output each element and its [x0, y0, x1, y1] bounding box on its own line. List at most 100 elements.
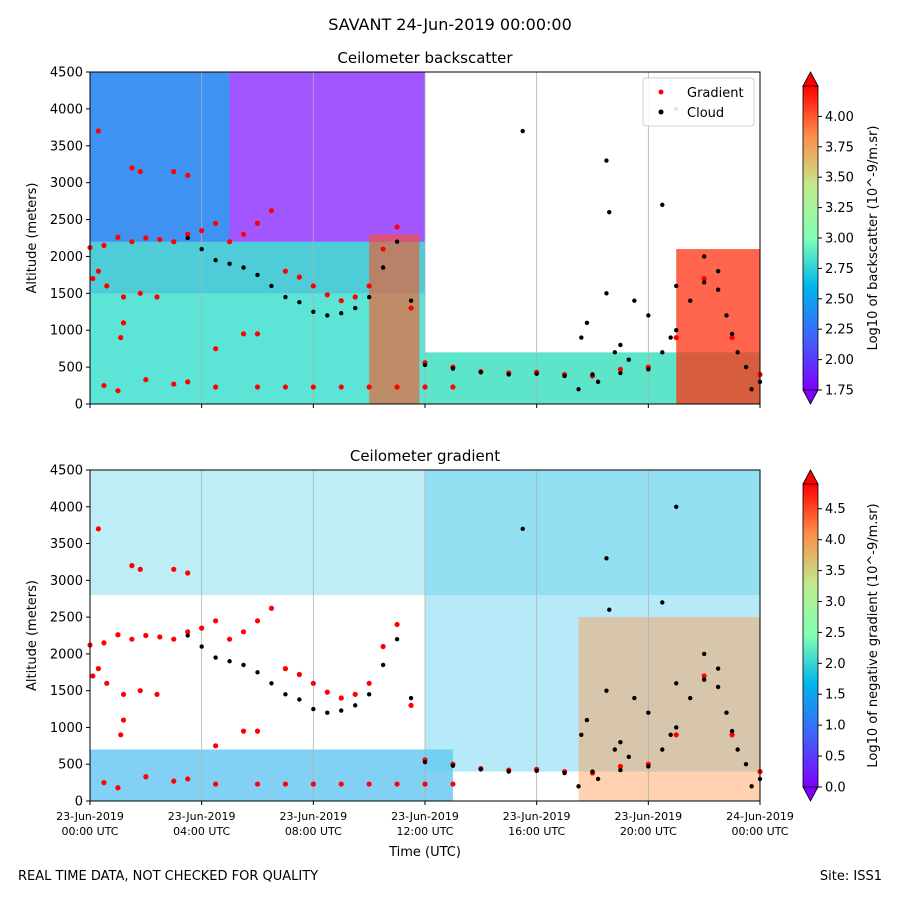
x-tick-label: 23-Jun-2019	[168, 810, 236, 823]
y-tick-label: 2000	[50, 647, 83, 662]
cloud-point	[478, 370, 484, 375]
x-tick-label: 12:00 UTC	[396, 825, 453, 838]
series-cloud	[185, 504, 763, 789]
gradient-point	[95, 526, 101, 532]
gradient-point	[226, 239, 233, 245]
gradient-point	[310, 283, 316, 289]
cloud-point	[394, 636, 400, 642]
colorbar-tick-label: 2.75	[825, 262, 854, 277]
cloud-point	[269, 283, 274, 289]
colorbar-tick-label: 0.5	[825, 750, 846, 765]
gradient-point	[394, 621, 400, 628]
panel-2: 0 500 1000 1500 2000 2500 3000 3500 4000 4500 Alti…	[25, 464, 881, 861]
cloud-point	[380, 265, 386, 270]
cloud-point	[380, 662, 386, 668]
cloud-point	[724, 710, 729, 715]
backscatter-red-band	[369, 234, 420, 404]
backscatter-late-red	[676, 249, 760, 404]
gradient-point	[95, 268, 101, 274]
cloud-point	[646, 764, 651, 769]
cloud-point	[729, 331, 735, 337]
gradient-point	[617, 763, 624, 770]
gradient-point	[366, 384, 372, 390]
gradient-point	[171, 566, 177, 572]
cloud-point	[604, 688, 609, 693]
cloud-point	[701, 254, 707, 259]
cloud-point	[632, 298, 637, 303]
y-tick-label: 2000	[50, 250, 83, 265]
y-tick-label: 2500	[50, 611, 83, 626]
colorbar-tick-label: 0.0	[825, 781, 846, 796]
gradient-point	[338, 298, 344, 304]
colorbar-tick-label: 4.00	[825, 110, 854, 125]
cloud-point	[408, 298, 414, 303]
gradient-point	[338, 695, 344, 701]
x-tick-label: 23-Jun-2019	[391, 810, 459, 823]
y-tick-label: 2500	[50, 213, 83, 228]
gradient-point	[185, 570, 191, 576]
cloud-point	[325, 710, 330, 715]
gradient-point	[296, 671, 302, 678]
cloud-point	[579, 732, 584, 737]
cloud-point	[185, 235, 190, 241]
cloud-point	[749, 784, 754, 789]
x-tick-label: 08:00 UTC	[285, 825, 342, 838]
cloud-point	[269, 681, 274, 686]
gradient-point	[137, 566, 143, 572]
cloud-point	[735, 350, 740, 355]
cloud-point	[311, 706, 316, 712]
gradient-point	[701, 275, 707, 282]
cloud-point	[579, 335, 584, 340]
cloud-point	[506, 372, 511, 377]
legend: Gradient Cloud	[642, 77, 755, 127]
cloud-point	[674, 283, 679, 289]
legend-label: Gradient	[687, 86, 744, 101]
gradient-point	[154, 294, 160, 300]
gradient-point	[310, 781, 316, 787]
gradient-point	[268, 605, 275, 611]
gradient-point	[171, 636, 177, 642]
gradient-point	[268, 208, 275, 214]
cloud-point	[604, 291, 609, 296]
cloud-point	[607, 607, 612, 612]
gradient-point	[101, 780, 107, 786]
gradient-point	[213, 384, 219, 390]
gradient-point	[157, 634, 163, 640]
colorbar-extend-top	[802, 71, 819, 87]
cloud-point	[674, 504, 679, 509]
colorbar-tick-label: 4.0	[825, 533, 846, 548]
gradient-point	[115, 234, 121, 240]
colorbar-tick-label: 2.5	[825, 626, 846, 641]
cloud-point	[366, 294, 372, 300]
gradient-point	[213, 781, 219, 787]
gradient-point	[137, 290, 143, 296]
cloud-point	[618, 370, 623, 376]
gradient-point	[254, 781, 261, 787]
cloud-point	[520, 128, 525, 134]
gradient-point	[115, 632, 121, 638]
gradient-point	[199, 228, 205, 234]
cloud-point	[241, 662, 246, 668]
cloud-point	[255, 272, 260, 278]
x-tick-label: 00:00 UTC	[731, 825, 788, 838]
x-tick-label: 23-Jun-2019	[56, 810, 124, 823]
gradient-point	[673, 335, 679, 341]
y-tick-label: 4000	[50, 102, 83, 117]
gradient-point	[171, 239, 177, 245]
gradient-point	[118, 335, 124, 341]
cloud-point	[668, 335, 673, 340]
cloud-point	[618, 767, 623, 773]
cloud-point	[227, 261, 232, 267]
cloud-point	[534, 371, 539, 376]
colorbar-tick-label: 3.5	[825, 564, 846, 579]
y-tick-label: 0	[75, 795, 83, 810]
cloud-point	[743, 762, 749, 767]
x-tick-label: 24-Jun-2019	[726, 810, 794, 823]
gradient-point	[617, 366, 624, 372]
cloud-point	[604, 556, 609, 561]
gradient-point	[394, 224, 400, 230]
cloud-point	[255, 670, 260, 675]
colorbar-body	[802, 85, 819, 391]
colorbar-body	[802, 483, 819, 788]
cloud-point	[241, 265, 246, 270]
